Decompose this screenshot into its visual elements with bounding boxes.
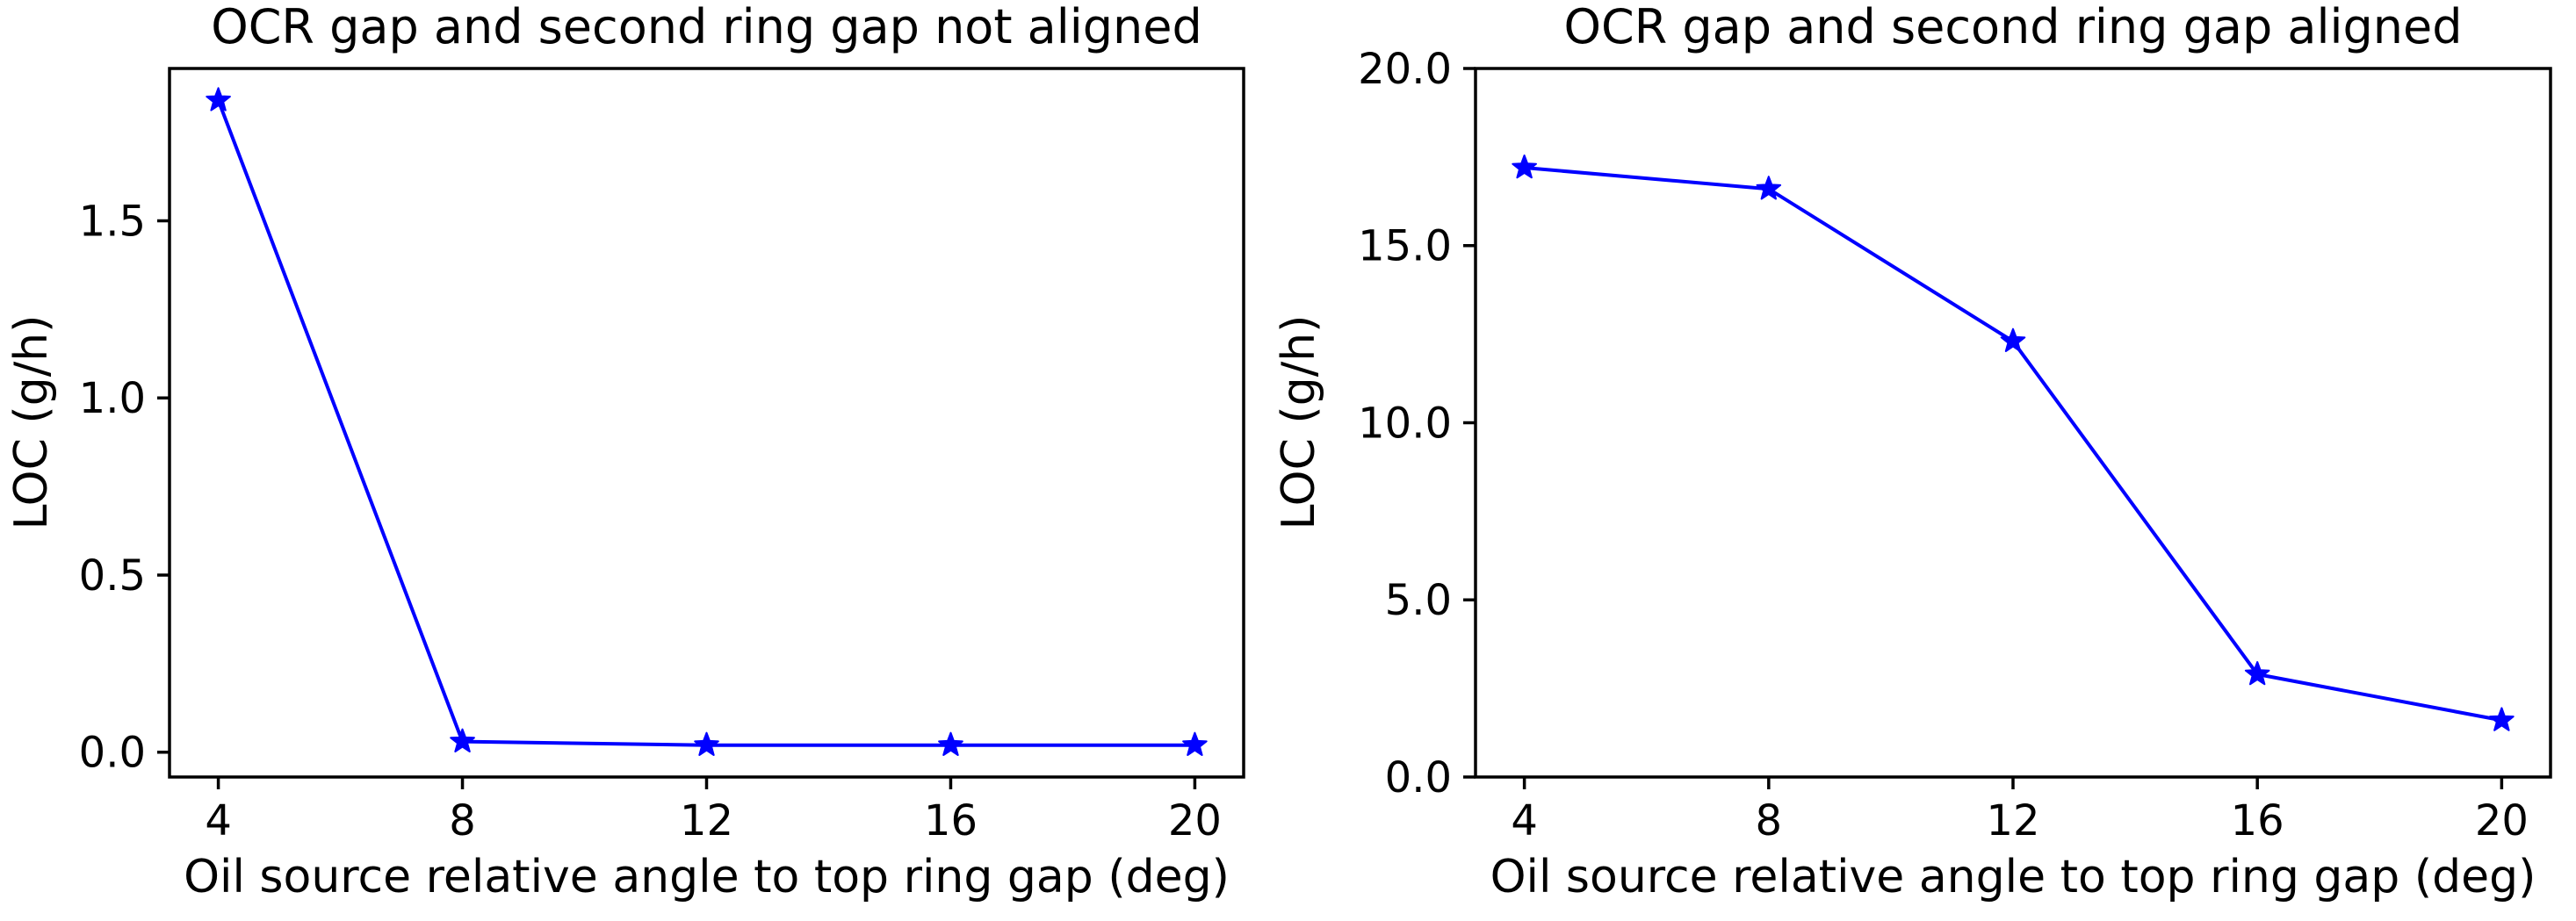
x-tick-label: 16 — [2231, 796, 2284, 845]
plot-border — [1474, 67, 2552, 779]
data-point-marker — [2489, 707, 2515, 731]
y-tick-label: 15.0 — [1358, 222, 1452, 271]
y-axis-label-left: LOC (g/h) — [5, 314, 58, 530]
y-tick-label: 10.0 — [1358, 399, 1452, 448]
data-point-marker — [938, 731, 963, 756]
x-tick-label: 12 — [680, 796, 733, 845]
data-point-marker — [1756, 176, 1782, 200]
data-point-marker — [1512, 155, 1537, 179]
x-tick-label: 4 — [205, 796, 232, 845]
data-line — [216, 98, 1197, 747]
x-tick-label: 20 — [1168, 796, 1222, 845]
data-point-marker — [1182, 731, 1208, 756]
y-tick-label: 1.5 — [79, 197, 146, 246]
y-tick-label: 0.5 — [79, 551, 146, 601]
x-tick-label: 8 — [1756, 796, 1783, 845]
data-point-marker — [450, 728, 475, 752]
y-tick-label: 0.0 — [1385, 753, 1452, 802]
x-tick-label: 4 — [1511, 796, 1538, 845]
data-point-marker — [2000, 327, 2026, 352]
x-tick-label: 20 — [2475, 796, 2529, 845]
x-axis-label-left: Oil source relative angle to top ring ga… — [184, 851, 1230, 903]
data-line — [1522, 166, 2504, 723]
plot-border — [168, 67, 1245, 779]
data-point-marker — [694, 731, 719, 756]
x-tick-label: 12 — [1986, 796, 2039, 845]
y-tick-label: 1.0 — [79, 374, 146, 423]
chart-title-right: OCR gap and second ring gap aligned — [1563, 0, 2463, 54]
data-point-marker — [2244, 661, 2270, 686]
y-tick-label: 20.0 — [1358, 45, 1452, 94]
y-axis-label-right: LOC (g/h) — [1273, 314, 1325, 530]
chart-title-left: OCR gap and second ring gap not aligned — [211, 0, 1202, 54]
y-tick-label: 0.0 — [79, 729, 146, 778]
x-tick-label: 16 — [924, 796, 978, 845]
x-tick-label: 8 — [449, 796, 476, 845]
data-point-marker — [206, 87, 231, 112]
y-tick-label: 5.0 — [1385, 576, 1452, 625]
x-axis-label-right: Oil source relative angle to top ring ga… — [1490, 851, 2536, 903]
